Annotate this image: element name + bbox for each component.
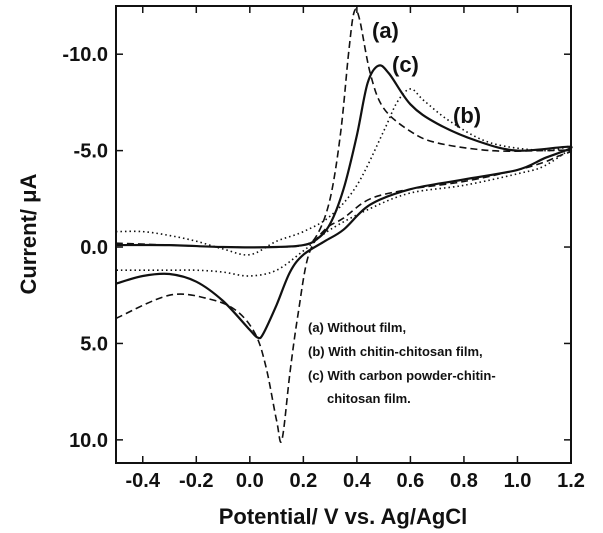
- curves: [115, 8, 573, 443]
- x-axis-title: Potential/ V vs. Ag/AgCl: [219, 504, 468, 529]
- y-tick-label: 5.0: [80, 333, 108, 355]
- curve-b: [115, 88, 572, 277]
- curve-label-c: (c): [392, 52, 419, 77]
- legend-entry-a: (a) Without film,: [308, 320, 406, 335]
- x-tick-label: 0.2: [289, 470, 317, 492]
- x-tick-label: 0.8: [450, 470, 478, 492]
- curve-label-a: (a): [372, 18, 399, 43]
- legend-entry-b: (b) With chitin-chitosan film,: [308, 344, 483, 359]
- x-tick-label: 1.0: [504, 470, 532, 492]
- y-tick-label: -10.0: [62, 44, 108, 66]
- x-tick-label: -0.2: [179, 470, 213, 492]
- x-tick-label: 0.4: [343, 470, 372, 492]
- plot-frame: [115, 5, 572, 464]
- legend-entry-c-continued: chitosan film.: [327, 391, 411, 406]
- y-axis-title-prefix: Current/: [16, 203, 41, 295]
- x-tick-label: 0.0: [236, 470, 264, 492]
- curve-label-b: (b): [453, 103, 481, 128]
- y-tick-label: 0.0: [80, 237, 108, 259]
- curve-c: [115, 64, 573, 340]
- y-tick-label: 10.0: [69, 430, 108, 452]
- x-tick-labels: -0.4 -0.2 0.0 0.2 0.4 0.6 0.8 1.0 1.2: [126, 470, 585, 492]
- y-axis-title: Current/ μA: [16, 173, 41, 294]
- y-axis-title-unit: μA: [16, 173, 41, 202]
- legend-entry-c: (c) With carbon powder-chitin-: [308, 368, 496, 383]
- y-tick-label: -5.0: [74, 141, 108, 163]
- curve-a: [115, 8, 573, 443]
- x-tick-label: 1.2: [557, 470, 585, 492]
- y-tick-labels: -10.0 -5.0 0.0 5.0 10.0: [62, 44, 108, 452]
- legend: (a) Without film, (b) With chitin-chitos…: [308, 320, 496, 406]
- x-tick-label: -0.4: [126, 470, 161, 492]
- x-tick-label: 0.6: [397, 470, 425, 492]
